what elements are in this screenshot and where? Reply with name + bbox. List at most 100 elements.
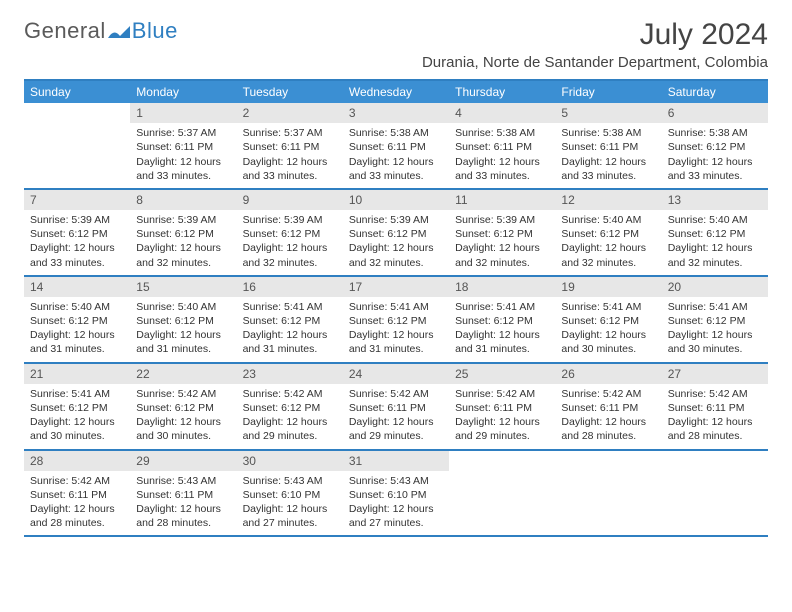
day-number: 1 xyxy=(130,103,236,123)
daylight-line: Daylight: 12 hours and 27 minutes. xyxy=(243,502,337,530)
sunset-line: Sunset: 6:12 PM xyxy=(349,227,443,241)
day-details: Sunrise: 5:41 AMSunset: 6:12 PMDaylight:… xyxy=(343,297,449,362)
daylight-line: Daylight: 12 hours and 33 minutes. xyxy=(668,155,762,183)
calendar-day-cell: 24Sunrise: 5:42 AMSunset: 6:11 PMDayligh… xyxy=(343,364,449,449)
sunrise-line: Sunrise: 5:37 AM xyxy=(243,126,337,140)
daylight-line: Daylight: 12 hours and 33 minutes. xyxy=(243,155,337,183)
day-details xyxy=(449,471,555,479)
daylight-line: Daylight: 12 hours and 31 minutes. xyxy=(243,328,337,356)
calendar-day-cell: 26Sunrise: 5:42 AMSunset: 6:11 PMDayligh… xyxy=(555,364,661,449)
calendar-day-cell: 8Sunrise: 5:39 AMSunset: 6:12 PMDaylight… xyxy=(130,190,236,275)
daylight-line: Daylight: 12 hours and 32 minutes. xyxy=(668,241,762,269)
daylight-line: Daylight: 12 hours and 30 minutes. xyxy=(136,415,230,443)
day-number: 15 xyxy=(130,277,236,297)
sunrise-line: Sunrise: 5:41 AM xyxy=(561,300,655,314)
sunrise-line: Sunrise: 5:39 AM xyxy=(30,213,124,227)
day-number: 20 xyxy=(662,277,768,297)
day-number: 14 xyxy=(24,277,130,297)
sunset-line: Sunset: 6:11 PM xyxy=(349,401,443,415)
day-of-week-header: Thursday xyxy=(449,81,555,103)
day-number: 4 xyxy=(449,103,555,123)
calendar-day-cell: 11Sunrise: 5:39 AMSunset: 6:12 PMDayligh… xyxy=(449,190,555,275)
daylight-line: Daylight: 12 hours and 33 minutes. xyxy=(136,155,230,183)
calendar-week-row: 28Sunrise: 5:42 AMSunset: 6:11 PMDayligh… xyxy=(24,451,768,538)
sunset-line: Sunset: 6:10 PM xyxy=(349,488,443,502)
sunrise-line: Sunrise: 5:40 AM xyxy=(30,300,124,314)
daylight-line: Daylight: 12 hours and 33 minutes. xyxy=(455,155,549,183)
day-number: 22 xyxy=(130,364,236,384)
sunrise-line: Sunrise: 5:37 AM xyxy=(136,126,230,140)
sunset-line: Sunset: 6:12 PM xyxy=(668,140,762,154)
daylight-line: Daylight: 12 hours and 29 minutes. xyxy=(243,415,337,443)
sunset-line: Sunset: 6:12 PM xyxy=(243,314,337,328)
day-number: 13 xyxy=(662,190,768,210)
day-details: Sunrise: 5:42 AMSunset: 6:11 PMDaylight:… xyxy=(662,384,768,449)
calendar-day-cell: 10Sunrise: 5:39 AMSunset: 6:12 PMDayligh… xyxy=(343,190,449,275)
day-number: 25 xyxy=(449,364,555,384)
calendar-day-cell: 27Sunrise: 5:42 AMSunset: 6:11 PMDayligh… xyxy=(662,364,768,449)
sunrise-line: Sunrise: 5:42 AM xyxy=(243,387,337,401)
calendar-day-cell: 20Sunrise: 5:41 AMSunset: 6:12 PMDayligh… xyxy=(662,277,768,362)
day-number: 19 xyxy=(555,277,661,297)
calendar-day-cell: 9Sunrise: 5:39 AMSunset: 6:12 PMDaylight… xyxy=(237,190,343,275)
sunrise-line: Sunrise: 5:42 AM xyxy=(136,387,230,401)
sunrise-line: Sunrise: 5:42 AM xyxy=(561,387,655,401)
calendar-day-cell: 30Sunrise: 5:43 AMSunset: 6:10 PMDayligh… xyxy=(237,451,343,536)
sunset-line: Sunset: 6:12 PM xyxy=(136,227,230,241)
daylight-line: Daylight: 12 hours and 29 minutes. xyxy=(455,415,549,443)
daylight-line: Daylight: 12 hours and 28 minutes. xyxy=(136,502,230,530)
sunset-line: Sunset: 6:11 PM xyxy=(243,140,337,154)
day-number: 3 xyxy=(343,103,449,123)
sunset-line: Sunset: 6:12 PM xyxy=(243,401,337,415)
sunrise-line: Sunrise: 5:42 AM xyxy=(349,387,443,401)
day-of-week-header-row: SundayMondayTuesdayWednesdayThursdayFrid… xyxy=(24,81,768,103)
sunset-line: Sunset: 6:11 PM xyxy=(349,140,443,154)
sunrise-line: Sunrise: 5:40 AM xyxy=(561,213,655,227)
day-of-week-header: Monday xyxy=(130,81,236,103)
calendar-week-row: .1Sunrise: 5:37 AMSunset: 6:11 PMDayligh… xyxy=(24,103,768,190)
day-details: Sunrise: 5:42 AMSunset: 6:12 PMDaylight:… xyxy=(130,384,236,449)
sunrise-line: Sunrise: 5:41 AM xyxy=(668,300,762,314)
day-number: 18 xyxy=(449,277,555,297)
daylight-line: Daylight: 12 hours and 32 minutes. xyxy=(349,241,443,269)
day-details: Sunrise: 5:40 AMSunset: 6:12 PMDaylight:… xyxy=(662,210,768,275)
day-details: Sunrise: 5:42 AMSunset: 6:11 PMDaylight:… xyxy=(555,384,661,449)
day-number: 2 xyxy=(237,103,343,123)
day-details: Sunrise: 5:38 AMSunset: 6:11 PMDaylight:… xyxy=(555,123,661,188)
calendar-day-cell: 17Sunrise: 5:41 AMSunset: 6:12 PMDayligh… xyxy=(343,277,449,362)
daylight-line: Daylight: 12 hours and 29 minutes. xyxy=(349,415,443,443)
daylight-line: Daylight: 12 hours and 32 minutes. xyxy=(561,241,655,269)
daylight-line: Daylight: 12 hours and 30 minutes. xyxy=(30,415,124,443)
daylight-line: Daylight: 12 hours and 31 minutes. xyxy=(349,328,443,356)
day-details: Sunrise: 5:41 AMSunset: 6:12 PMDaylight:… xyxy=(555,297,661,362)
day-number: 6 xyxy=(662,103,768,123)
daylight-line: Daylight: 12 hours and 33 minutes. xyxy=(561,155,655,183)
day-number: 9 xyxy=(237,190,343,210)
day-details: Sunrise: 5:39 AMSunset: 6:12 PMDaylight:… xyxy=(24,210,130,275)
sunrise-line: Sunrise: 5:42 AM xyxy=(668,387,762,401)
sunset-line: Sunset: 6:11 PM xyxy=(455,140,549,154)
calendar-day-cell: 12Sunrise: 5:40 AMSunset: 6:12 PMDayligh… xyxy=(555,190,661,275)
daylight-line: Daylight: 12 hours and 28 minutes. xyxy=(30,502,124,530)
brand-text-2: Blue xyxy=(132,18,178,44)
daylight-line: Daylight: 12 hours and 31 minutes. xyxy=(30,328,124,356)
calendar-day-cell: . xyxy=(662,451,768,536)
daylight-line: Daylight: 12 hours and 32 minutes. xyxy=(455,241,549,269)
sunset-line: Sunset: 6:11 PM xyxy=(136,140,230,154)
sunrise-line: Sunrise: 5:43 AM xyxy=(136,474,230,488)
sunrise-line: Sunrise: 5:40 AM xyxy=(668,213,762,227)
day-of-week-header: Saturday xyxy=(662,81,768,103)
day-number: 10 xyxy=(343,190,449,210)
day-of-week-header: Friday xyxy=(555,81,661,103)
sunrise-line: Sunrise: 5:43 AM xyxy=(349,474,443,488)
sunset-line: Sunset: 6:12 PM xyxy=(349,314,443,328)
sunrise-line: Sunrise: 5:41 AM xyxy=(30,387,124,401)
sunset-line: Sunset: 6:12 PM xyxy=(136,401,230,415)
day-details: Sunrise: 5:38 AMSunset: 6:11 PMDaylight:… xyxy=(343,123,449,188)
day-details: Sunrise: 5:39 AMSunset: 6:12 PMDaylight:… xyxy=(130,210,236,275)
calendar-day-cell: 15Sunrise: 5:40 AMSunset: 6:12 PMDayligh… xyxy=(130,277,236,362)
calendar-day-cell: 21Sunrise: 5:41 AMSunset: 6:12 PMDayligh… xyxy=(24,364,130,449)
sunset-line: Sunset: 6:12 PM xyxy=(243,227,337,241)
daylight-line: Daylight: 12 hours and 28 minutes. xyxy=(561,415,655,443)
daylight-line: Daylight: 12 hours and 32 minutes. xyxy=(136,241,230,269)
